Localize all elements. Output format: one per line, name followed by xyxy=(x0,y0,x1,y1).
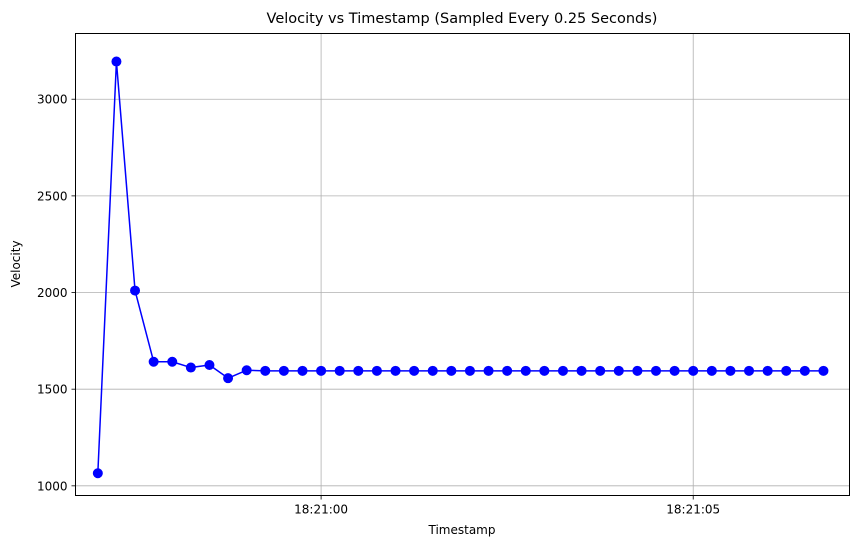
y-tick-label: 1500 xyxy=(37,383,68,397)
data-point xyxy=(278,365,289,376)
plot-frame xyxy=(75,33,850,496)
data-point xyxy=(316,365,327,376)
data-point xyxy=(613,365,624,376)
data-point xyxy=(130,285,141,296)
data-point xyxy=(651,365,661,376)
y-axis-label: Velocity xyxy=(9,240,23,287)
data-point xyxy=(297,365,308,376)
data-point xyxy=(632,365,643,376)
data-point xyxy=(818,365,829,376)
data-point xyxy=(706,365,717,376)
x-tick-label: 18:21:00 xyxy=(294,503,348,517)
y-tick-label: 2500 xyxy=(37,189,68,203)
x-axis-label: Timestamp xyxy=(428,523,496,537)
data-point xyxy=(223,373,234,384)
data-point xyxy=(725,365,736,376)
data-point xyxy=(483,365,494,376)
x-tick-label: 18:21:05 xyxy=(666,503,720,517)
data-point xyxy=(781,365,792,376)
data-point xyxy=(762,365,773,376)
data-point xyxy=(241,365,252,376)
chart-title: Velocity vs Timestamp (Sampled Every 0.2… xyxy=(267,11,658,27)
data-point xyxy=(371,365,382,376)
data-point xyxy=(353,365,364,376)
data-point xyxy=(595,365,606,376)
series-layer xyxy=(92,56,829,479)
data-point xyxy=(669,365,680,376)
data-point xyxy=(520,365,531,376)
data-point xyxy=(557,365,568,376)
y-tick-label: 2000 xyxy=(37,286,68,300)
data-point xyxy=(148,356,159,367)
data-point xyxy=(409,365,420,376)
data-point xyxy=(502,365,513,376)
x-axis-ticks: 18:21:00 18:21:05 xyxy=(294,495,720,517)
data-point xyxy=(167,356,178,367)
data-point xyxy=(260,365,271,376)
y-tick-label: 3000 xyxy=(37,93,68,107)
data-point xyxy=(92,468,103,479)
data-point xyxy=(446,365,457,376)
data-point xyxy=(111,56,122,67)
data-point xyxy=(185,362,196,373)
data-point xyxy=(334,365,345,376)
data-point xyxy=(464,365,475,376)
data-point xyxy=(390,365,401,376)
data-point xyxy=(799,365,810,376)
data-point xyxy=(744,365,755,376)
y-axis-ticks: 1000 1500 2000 2500 3000 xyxy=(37,93,76,493)
y-tick-label: 1000 xyxy=(37,479,68,493)
series-line xyxy=(97,60,824,474)
data-point xyxy=(204,360,215,371)
grid xyxy=(75,33,850,496)
data-point xyxy=(688,365,699,376)
data-point xyxy=(576,365,587,376)
data-point xyxy=(539,365,550,376)
data-point xyxy=(427,365,438,376)
